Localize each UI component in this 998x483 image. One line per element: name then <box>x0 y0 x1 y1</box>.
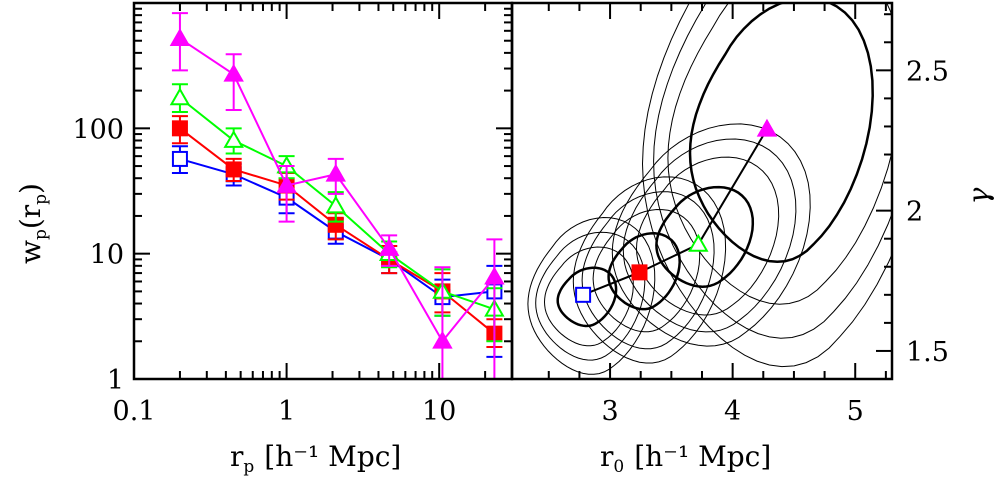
right-xtick-label: 3 <box>601 396 618 427</box>
left-ytick-label: 100 <box>72 114 124 145</box>
data-point-open-triangle <box>223 129 244 148</box>
right-xlabel-main: r <box>600 440 614 473</box>
data-point-open-triangle <box>325 195 346 214</box>
left-xlabel: rp [h⁻¹ Mpc] <box>230 440 401 477</box>
right-xlabel-unit: [h⁻¹ Mpc] <box>634 440 771 473</box>
data-point-open-square <box>171 150 188 167</box>
best-fit-point-open-square <box>575 286 592 303</box>
right-xlabel: r0 [h⁻¹ Mpc] <box>600 440 771 477</box>
data-point-filled-triangle <box>432 330 453 349</box>
best-fit-point-filled-triangle <box>756 118 778 137</box>
likelihood-contour <box>622 138 797 333</box>
data-point-filled-triangle <box>223 63 244 82</box>
contour-group-2 <box>611 123 811 347</box>
right-ytick-label: 1.5 <box>906 337 949 368</box>
left-ylabel-sub: p <box>31 229 51 240</box>
contour-group-0 <box>527 216 656 375</box>
left-xtick-label: 0.1 <box>113 396 156 427</box>
likelihood-contour <box>572 176 727 364</box>
right-ylabel: γ <box>962 187 995 204</box>
likelihood-contour <box>688 3 874 264</box>
data-point-open-triangle <box>169 87 191 106</box>
likelihood-contour <box>641 3 892 368</box>
data-point-filled-square <box>171 120 188 137</box>
likelihood-contour <box>607 232 681 311</box>
contour-group-3 <box>641 3 892 368</box>
left-series-filled-triangle <box>169 12 505 379</box>
right-panel-frame <box>510 1 894 381</box>
data-point-filled-triangle <box>169 28 191 46</box>
likelihood-contour <box>611 123 811 347</box>
likelihood-contour <box>653 3 892 339</box>
left-ylabel-main: w <box>14 240 47 264</box>
data-point-filled-triangle <box>378 237 400 256</box>
left-series-filled-square <box>171 115 503 349</box>
right-xlabel-sub: 0 <box>613 457 624 477</box>
data-point-filled-triangle <box>276 174 297 193</box>
likelihood-contour <box>556 266 618 328</box>
left-xtick-label: 1 <box>278 396 295 427</box>
likelihood-contour <box>635 156 780 316</box>
left-ylabel-close: ) <box>14 183 47 194</box>
likelihood-contour <box>667 3 892 305</box>
best-fit-point-filled-square <box>631 264 648 281</box>
left-ylabel-arg-sub: p <box>31 194 51 205</box>
left-ytick-label: 1 <box>107 365 124 396</box>
right-ytick-label: 2 <box>906 197 923 228</box>
right-xtick-label: 5 <box>847 396 864 427</box>
likelihood-contour <box>655 185 755 288</box>
likelihood-contour <box>581 191 715 350</box>
left-series-open-triangle <box>169 83 505 343</box>
likelihood-contour <box>527 216 656 375</box>
left-xlabel-main: r <box>230 440 244 473</box>
right-panel-axes: 3 4 5 1.5 2 2.5 <box>547 3 949 427</box>
left-ytick-label: 10 <box>90 240 124 271</box>
data-point-filled-triangle <box>484 266 505 285</box>
left-xlabel-sub: p <box>243 457 254 477</box>
left-ylabel-open: (r <box>14 204 47 229</box>
data-point-filled-square <box>225 161 242 178</box>
left-panel-frame <box>132 1 514 381</box>
best-fit-point-open-triangle <box>688 233 709 252</box>
right-ytick-label: 2.5 <box>906 56 949 87</box>
likelihood-contour <box>592 208 701 333</box>
right-panel-plot <box>527 3 892 375</box>
left-panel-plot <box>169 12 505 379</box>
left-xtick-label: 10 <box>422 396 456 427</box>
left-xlabel-unit: [h⁻¹ Mpc] <box>264 440 401 473</box>
best-fit-connector-line <box>582 128 768 296</box>
data-point-filled-triangle <box>325 163 346 182</box>
right-xtick-label: 4 <box>724 396 741 427</box>
contour-group-1 <box>572 176 727 364</box>
left-ylabel: wp(rp) <box>14 183 51 264</box>
